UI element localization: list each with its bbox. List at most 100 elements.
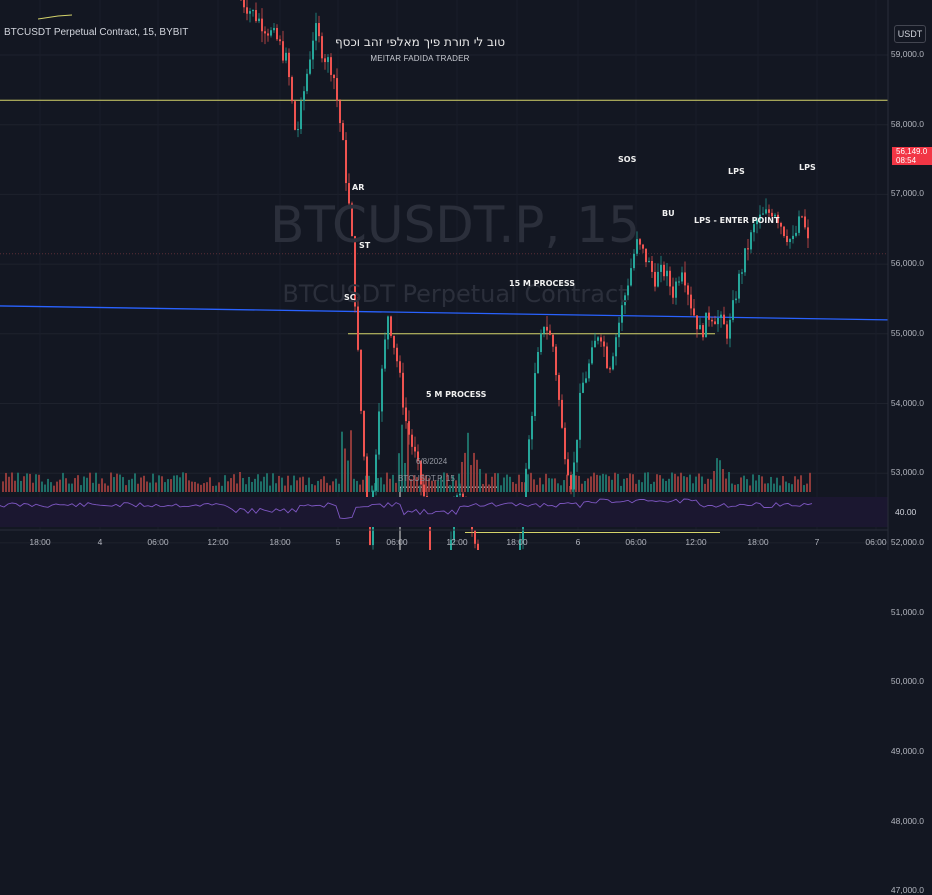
price-tick-label: 58,000.0 [884, 119, 924, 129]
volume-bar [668, 479, 670, 492]
candle-body [699, 325, 701, 329]
candle-body [804, 216, 806, 227]
symbol-header[interactable]: BTCUSDT Perpetual Contract, 15, BYBIT [4, 27, 188, 38]
time-tick-label: 7 [815, 537, 820, 547]
volume-bar [545, 474, 547, 492]
volume-bar [5, 473, 7, 492]
volume-bar [104, 483, 106, 492]
volume-bar [728, 472, 730, 492]
candle-body [393, 336, 395, 348]
candle-body [264, 31, 266, 33]
volume-bar [455, 480, 457, 492]
volume-bar [686, 477, 688, 492]
volume-bar [110, 473, 112, 492]
candle-body [558, 375, 560, 400]
volume-bar [707, 479, 709, 492]
volume-bar [503, 477, 505, 492]
volume-bar [20, 481, 22, 492]
volume-bar [482, 484, 484, 492]
volume-bar [485, 473, 487, 492]
volume-bar [260, 481, 262, 492]
candle-body [534, 373, 536, 416]
rsi-pane [0, 497, 888, 527]
annotation-5m-process: 5 M PROCESS [426, 390, 486, 399]
volume-bar [611, 480, 613, 492]
price-tick-label: 50,000.0 [884, 676, 924, 686]
volume-bar [725, 479, 727, 492]
volume-bar [632, 474, 634, 492]
candle-body [300, 101, 302, 129]
volume-bar [785, 482, 787, 492]
volume-bar [473, 453, 475, 492]
volume-bar [671, 472, 673, 492]
volume-bar [62, 473, 64, 492]
volume-bar [83, 476, 85, 492]
volume-bar [620, 486, 622, 492]
volume-bar [128, 480, 130, 492]
currency-button[interactable]: USDT [894, 25, 926, 43]
volume-bar [722, 469, 724, 492]
volume-bar [542, 484, 544, 492]
volume-bar [179, 477, 181, 492]
volume-bar [650, 484, 652, 492]
candle-body [258, 19, 260, 21]
candle-body [276, 28, 278, 39]
candle-body [261, 19, 263, 32]
time-tick-label: 18:00 [269, 537, 290, 547]
volume-bar [146, 481, 148, 492]
volume-bar [8, 477, 10, 492]
volume-bar [122, 477, 124, 492]
price-tick-label: 51,000.0 [884, 607, 924, 617]
volume-bar [296, 480, 298, 492]
candle-body [789, 239, 791, 242]
volume-bar [323, 476, 325, 492]
volume-bar [56, 482, 58, 492]
symbol-watermark: BTCUSDT.P, 15 [220, 196, 690, 254]
volume-bar [107, 486, 109, 492]
candle-body [345, 140, 347, 183]
candle-body [339, 101, 341, 124]
volume-bar [11, 473, 13, 492]
volume-bar [653, 482, 655, 492]
volume-bar [488, 484, 490, 492]
candle-body [414, 447, 416, 452]
volume-bar [134, 473, 136, 492]
volume-bar [752, 474, 754, 492]
candle-body [579, 393, 581, 440]
candle-body [753, 224, 755, 232]
time-tick-label: 12:00 [207, 537, 228, 547]
volume-bar [659, 475, 661, 492]
volume-watermark: BTCUSDT.P, 15 [398, 474, 455, 483]
volume-bar [167, 479, 169, 492]
volume-bar [773, 484, 775, 492]
volume-bar [782, 476, 784, 492]
volume-bar [551, 479, 553, 492]
time-tick-label: 6 [576, 537, 581, 547]
candle-body [633, 254, 635, 268]
volume-bar [398, 453, 400, 492]
volume-bar [677, 476, 679, 492]
volume-bar [281, 478, 283, 492]
candle-body [528, 439, 530, 468]
candle-body [729, 320, 731, 339]
volume-bar [275, 483, 277, 492]
candle-body [474, 531, 476, 544]
time-tick-label: 18:00 [747, 537, 768, 547]
candle-body [378, 411, 380, 454]
volume-bar [35, 474, 37, 492]
volume-bar [224, 475, 226, 492]
chart-title: טוב לי תורת פיך מאלפי זהב וכסף [300, 35, 540, 49]
candle-body [708, 313, 710, 320]
volume-bar [341, 432, 343, 492]
volume-bar [176, 475, 178, 492]
candle-body [783, 227, 785, 236]
candle-body [705, 313, 707, 338]
volume-bar [155, 483, 157, 492]
volume-bar [125, 485, 127, 492]
volume-bar [359, 485, 361, 492]
candle-body [732, 300, 734, 320]
candle-body [570, 475, 572, 489]
volume-bar [41, 482, 43, 492]
candle-body [618, 323, 620, 338]
volume-bar [674, 474, 676, 492]
